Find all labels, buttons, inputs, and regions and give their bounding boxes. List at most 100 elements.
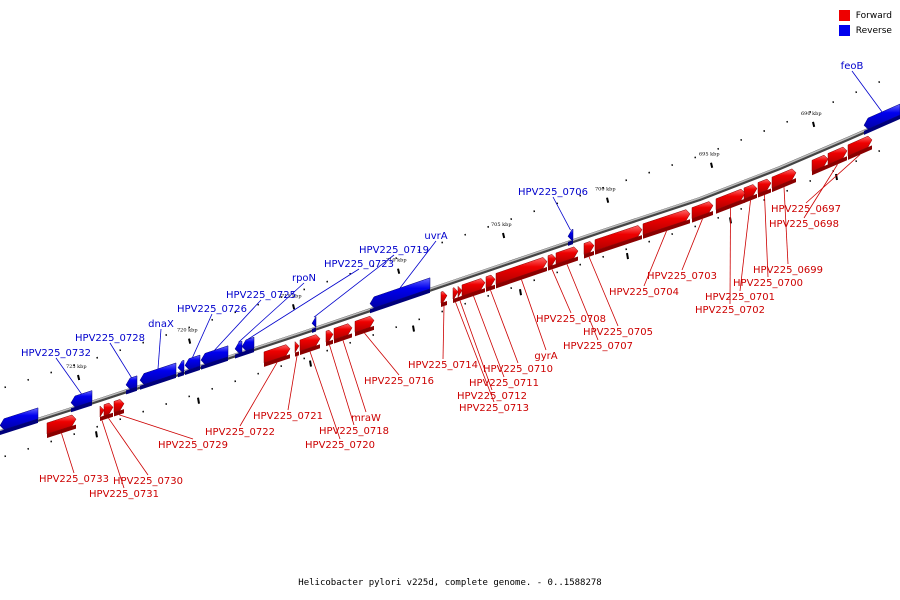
gene-shadow (595, 235, 642, 255)
gene-block-HPV225_0722[interactable] (263, 344, 291, 367)
tick-marks: 690 kbp 695 kbp 700 kbp 705 kbp 710 kbp 715 k… (4, 81, 881, 458)
label-line-HPV225_0728 (109, 342, 132, 378)
label-line-gyrA (521, 279, 547, 351)
gene-block-HPV225_0720[interactable] (299, 334, 321, 355)
label-line-HPV225_0700 (764, 194, 769, 278)
gene-block-HPV225_0710[interactable] (485, 274, 496, 292)
major-tick-lower (95, 431, 98, 438)
gene-shadow (864, 115, 900, 135)
gene-label-HPV225_0726: HPV225_0726 (177, 304, 247, 315)
gene-block-HPV225_0703[interactable] (691, 201, 714, 223)
gene-block-HPV225_0700[interactable] (757, 178, 772, 198)
gene-block-HPV225_0714[interactable] (440, 291, 448, 308)
gene-block-HPV225_0726[interactable] (184, 354, 201, 375)
gene-label-HPV225_0710: HPV225_0710 (483, 364, 553, 375)
gene-block-rpoN[interactable] (234, 340, 243, 359)
gene-shadow (185, 366, 200, 375)
gene-shadow (441, 301, 447, 308)
tick-label: 705 kbp (491, 222, 512, 228)
label-line-HPV225_0723 (247, 268, 360, 340)
major-tick (502, 232, 506, 239)
gene-block-HPV225_0732[interactable] (70, 390, 93, 413)
legend-reverse-label: Reverse (855, 25, 892, 36)
gene-block-HPV225_0707[interactable] (555, 246, 579, 268)
gene-block-HPV225_0723[interactable] (241, 336, 255, 357)
gene-block-HPV225_0731[interactable] (99, 405, 105, 421)
gene-blocks (0, 103, 900, 438)
gene-block-HPV225_0704[interactable] (642, 209, 691, 239)
gene-shadow (140, 373, 176, 390)
gene-block-HPV225_0725[interactable] (200, 345, 229, 370)
gene-block-HPV225_0712[interactable] (457, 285, 463, 302)
gene-shadow (584, 251, 594, 259)
label-line-HPV225_0719 (313, 254, 395, 318)
label-line-rpoN (238, 282, 305, 343)
label-line-HPV225_0722 (239, 362, 278, 427)
gene-body (567, 228, 574, 241)
gene-label-gyrA: gyrA (534, 351, 557, 362)
label-line-HPV225_0699 (783, 187, 789, 265)
gene-block-HPV225_0699[interactable] (771, 168, 797, 193)
gene-block-HPV225_0705[interactable] (583, 241, 595, 259)
gene-body (369, 277, 431, 309)
gene-shadow (312, 327, 316, 333)
gene-block-HPV225_0718[interactable] (325, 329, 334, 347)
gene-block-HPV225_0697[interactable] (847, 135, 873, 160)
gene-block-HPV225_0701[interactable] (743, 184, 758, 203)
gene-shadow (758, 188, 771, 198)
gene-shadow (114, 409, 124, 417)
label-line-HPV225_0707 (566, 264, 599, 341)
gene-block-unlabeled[interactable] (594, 225, 643, 255)
gene-block-unlabeled[interactable] (177, 359, 185, 378)
gene-body (177, 359, 185, 373)
gene-labels: HPV225_0697 HPV225_0698 HPV225_0699 HPV225_… (21, 61, 863, 500)
gene-shadow (71, 401, 92, 413)
gene-label-HPV225_0731: HPV225_0731 (89, 489, 159, 500)
label-line-HPV225_0711 (473, 295, 505, 378)
gene-body (125, 375, 138, 390)
gene-block-dnaX[interactable] (139, 362, 177, 390)
gene-block-gyrA[interactable] (495, 257, 548, 289)
gene-block-HPV225_0719[interactable] (311, 315, 317, 333)
gene-label-HPV225_0728: HPV225_0728 (75, 333, 145, 344)
label-line-HPV225_0731 (101, 420, 125, 489)
gene-label-HPV225_0730: HPV225_0730 (113, 476, 183, 487)
gene-block-HPV225_0711[interactable] (461, 278, 486, 300)
gene-block-mraW[interactable] (333, 323, 353, 344)
gene-label-HPV225_0699: HPV225_0699 (753, 265, 823, 276)
gene-shadow (47, 424, 76, 438)
label-line-HPV225_0725 (214, 299, 262, 351)
gene-shadow (201, 356, 228, 370)
gene-block-HPV225_0733[interactable] (46, 414, 77, 438)
gene-block-unlabeled[interactable] (811, 154, 829, 176)
gene-block-HPV225_0716[interactable] (354, 315, 375, 337)
gene-block-feoB[interactable] (863, 103, 900, 135)
gene-block-HPV225_0729[interactable] (113, 399, 125, 417)
gene-block-HPV225_0698[interactable] (827, 146, 848, 169)
gene-body (452, 287, 459, 300)
gene-block-HPV225_0708[interactable] (547, 254, 557, 271)
gene-label-HPV225_0700: HPV225_0700 (733, 278, 803, 289)
gene-body (811, 154, 829, 172)
gene-block-HPV225_0706[interactable] (567, 228, 574, 246)
gene-label-HPV225_0711: HPV225_0711 (469, 378, 539, 389)
tick-label: 695 kbp (699, 152, 720, 158)
gene-block-HPV225_0730[interactable] (103, 402, 114, 420)
gene-block-HPV225_0728[interactable] (125, 375, 138, 395)
gene-block-HPV225_0721[interactable] (294, 341, 300, 357)
gene-label-HPV225_0716: HPV225_0716 (364, 376, 434, 387)
gene-body (263, 344, 291, 364)
gene-body (594, 225, 643, 252)
major-tick (397, 268, 401, 274)
gene-block-HPV225_0702[interactable] (715, 188, 746, 214)
gene-label-feoB: feoB (841, 61, 864, 72)
gene-block-unlabeled[interactable] (0, 407, 39, 435)
label-line-HPV225_0713 (455, 301, 495, 403)
gene-block-HPV225_0713[interactable] (452, 287, 459, 303)
gene-body (0, 407, 39, 431)
gene-shadow (126, 386, 137, 395)
gene-block-uvrA[interactable] (369, 277, 431, 314)
label-line-HPV225_0710 (490, 290, 519, 364)
major-tick-lower (519, 289, 522, 296)
